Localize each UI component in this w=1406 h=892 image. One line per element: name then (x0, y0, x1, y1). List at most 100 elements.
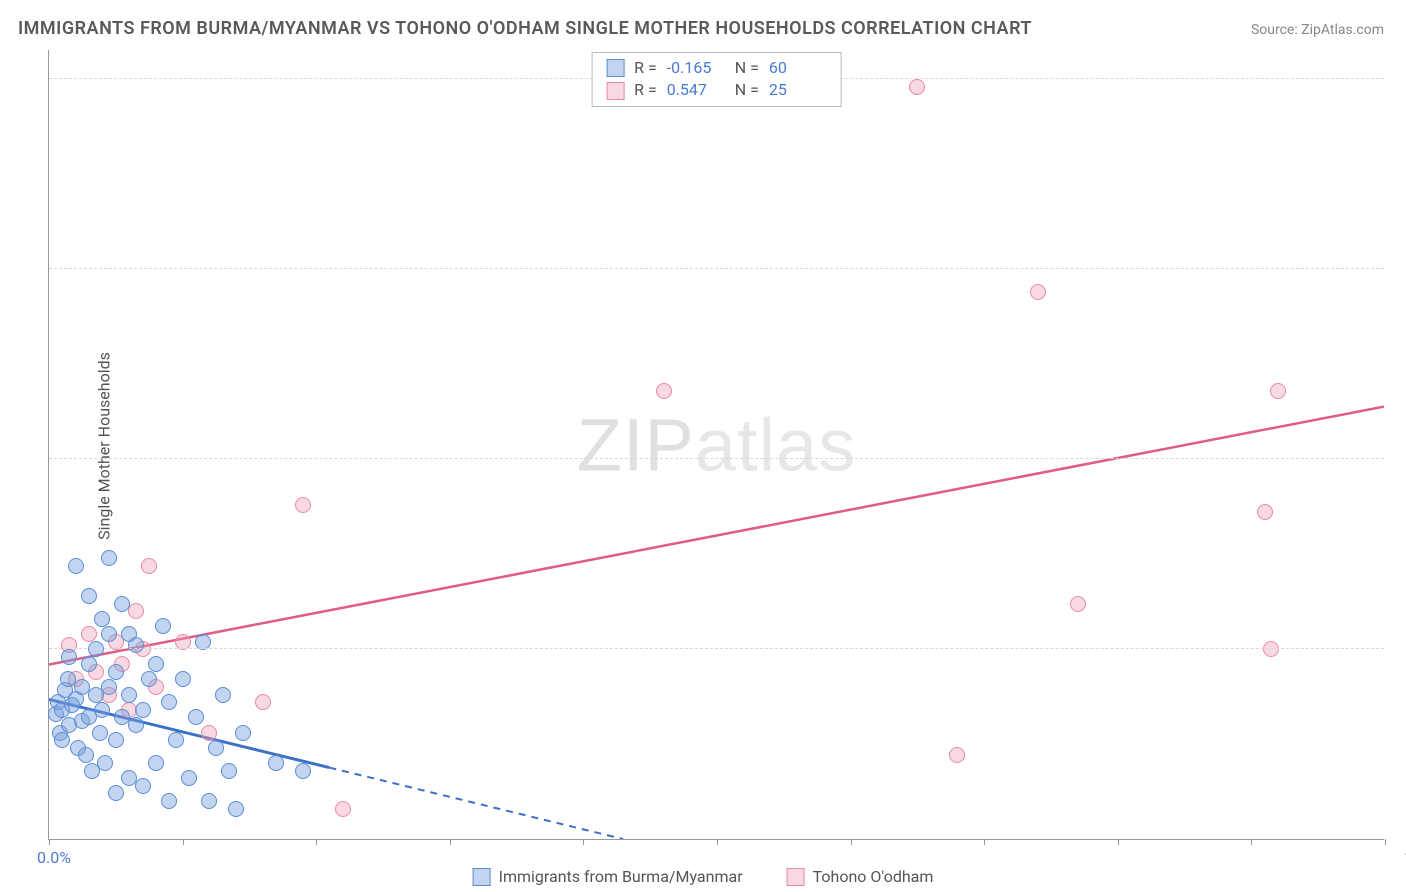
scatter-point-series1 (195, 634, 211, 650)
scatter-point-series1 (181, 770, 197, 786)
scatter-point-series1 (92, 725, 108, 741)
scatter-point-series1 (135, 702, 151, 718)
scatter-point-series1 (54, 732, 70, 748)
x-min-label: 0.0% (37, 848, 71, 867)
scatter-point-series1 (68, 558, 84, 574)
scatter-point-series2 (128, 603, 144, 619)
trendline-series2 (49, 407, 1384, 665)
scatter-point-series2 (295, 497, 311, 513)
scatter-point-series1 (208, 740, 224, 756)
r-value-1: -0.165 (667, 57, 725, 79)
scatter-point-series2 (1257, 504, 1273, 520)
scatter-point-series1 (108, 732, 124, 748)
gridline (49, 648, 1384, 649)
scatter-point-series1 (81, 588, 97, 604)
scatter-point-series2 (909, 79, 925, 95)
scatter-point-series1 (188, 709, 204, 725)
scatter-point-series2 (255, 694, 271, 710)
x-tick (49, 839, 50, 845)
x-tick (984, 839, 985, 845)
y-tick-label: 37.5% (1392, 251, 1406, 270)
legend-item-1: Immigrants from Burma/Myanmar (473, 867, 743, 886)
scatter-point-series2 (201, 725, 217, 741)
scatter-point-series1 (101, 626, 117, 642)
scatter-point-series2 (335, 801, 351, 817)
scatter-point-series1 (228, 801, 244, 817)
r-value-2: 0.547 (667, 79, 725, 101)
legend-label-2: Tohono O'odham (813, 867, 934, 886)
legend-label-1: Immigrants from Burma/Myanmar (499, 867, 743, 886)
stats-box: R = -0.165 N = 60 R = 0.547 N = 25 (591, 52, 842, 107)
scatter-point-series1 (295, 763, 311, 779)
scatter-point-series1 (235, 725, 251, 741)
x-tick (583, 839, 584, 845)
scatter-point-series1 (141, 671, 157, 687)
x-tick (1118, 839, 1119, 845)
scatter-point-series1 (94, 702, 110, 718)
x-tick (316, 839, 317, 845)
chart-title: IMMIGRANTS FROM BURMA/MYANMAR VS TOHONO … (18, 18, 1032, 39)
scatter-point-series1 (201, 793, 217, 809)
scatter-point-series1 (135, 778, 151, 794)
x-tick (717, 839, 718, 845)
stats-row-2: R = 0.547 N = 25 (606, 79, 827, 101)
swatch-series1 (606, 59, 624, 77)
scatter-point-series1 (101, 550, 117, 566)
n-value-1: 60 (769, 57, 827, 79)
plot-area: ZIPatlas 12.5%25.0%37.5%50.0% 0.0% 100.0… (48, 50, 1384, 840)
scatter-point-series1 (60, 671, 76, 687)
scatter-point-series1 (101, 679, 117, 695)
scatter-point-series1 (175, 671, 191, 687)
scatter-point-series1 (161, 694, 177, 710)
scatter-point-series2 (141, 558, 157, 574)
legend-swatch-1 (473, 868, 491, 886)
scatter-point-series1 (215, 687, 231, 703)
trendline-series1-dashed (329, 768, 623, 839)
scatter-point-series1 (121, 687, 137, 703)
n-value-2: 25 (769, 79, 827, 101)
x-tick (450, 839, 451, 845)
scatter-point-series1 (108, 664, 124, 680)
watermark: ZIPatlas (577, 402, 856, 487)
gridline (49, 458, 1384, 459)
n-label-2: N = (735, 79, 759, 101)
trend-lines-svg (49, 50, 1384, 839)
x-tick (1385, 839, 1386, 845)
scatter-point-series2 (1263, 641, 1279, 657)
scatter-point-series1 (128, 717, 144, 733)
r-label-2: R = (634, 79, 657, 101)
scatter-point-series2 (1070, 596, 1086, 612)
scatter-point-series1 (78, 747, 94, 763)
x-max-label: 100.0% (1392, 848, 1406, 867)
r-label-1: R = (634, 57, 657, 79)
scatter-point-series1 (61, 649, 77, 665)
source-label: Source: ZipAtlas.com (1251, 22, 1384, 38)
scatter-point-series2 (1270, 383, 1286, 399)
y-tick-label: 25.0% (1392, 441, 1406, 460)
x-tick (1251, 839, 1252, 845)
scatter-point-series2 (1030, 284, 1046, 300)
scatter-point-series1 (97, 755, 113, 771)
scatter-point-series2 (175, 634, 191, 650)
swatch-series2 (606, 82, 624, 100)
scatter-point-series1 (148, 656, 164, 672)
legend-item-2: Tohono O'odham (787, 867, 934, 886)
bottom-legend: Immigrants from Burma/Myanmar Tohono O'o… (473, 867, 934, 886)
scatter-point-series1 (88, 641, 104, 657)
scatter-point-series2 (949, 747, 965, 763)
legend-swatch-2 (787, 868, 805, 886)
scatter-point-series1 (121, 626, 137, 642)
scatter-point-series2 (656, 383, 672, 399)
scatter-point-series1 (268, 755, 284, 771)
watermark-thin: atlas (695, 403, 856, 486)
gridline (49, 268, 1384, 269)
x-tick (851, 839, 852, 845)
stats-row-1: R = -0.165 N = 60 (606, 57, 827, 79)
n-label-1: N = (735, 57, 759, 79)
scatter-point-series1 (155, 618, 171, 634)
x-tick (183, 839, 184, 845)
scatter-point-series1 (148, 755, 164, 771)
scatter-point-series1 (114, 596, 130, 612)
scatter-point-series1 (108, 785, 124, 801)
scatter-point-series1 (81, 656, 97, 672)
